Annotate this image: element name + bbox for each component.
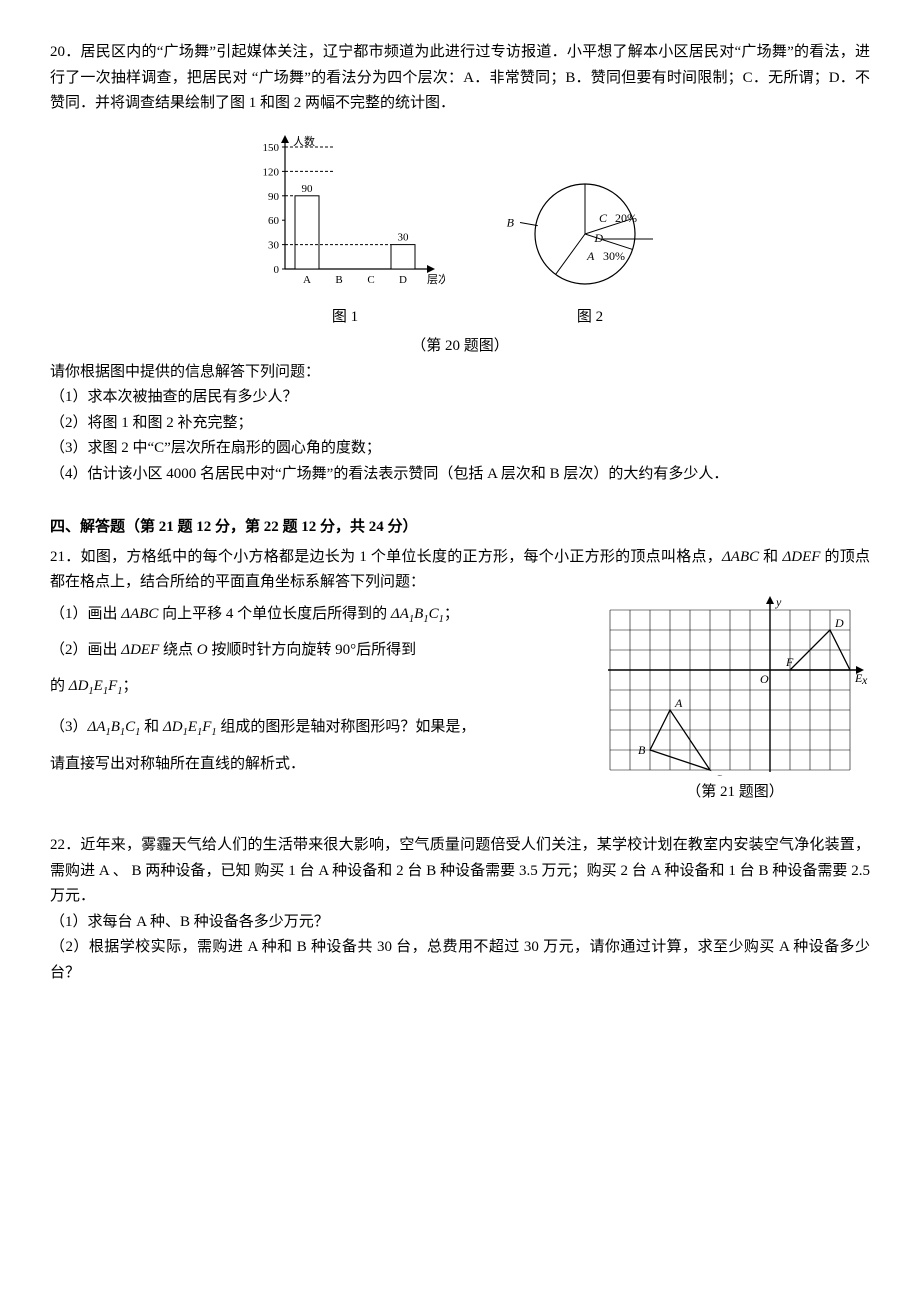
q20-text: 20．居民区内的“广场舞”引起媒体关注，辽宁都市频道为此进行过专访报道．小平想了…: [50, 40, 870, 117]
q20-sub1: （1）求本次被抽查的居民有多少人？: [50, 385, 870, 411]
q20-sub2: （2）将图 1 和图 2 补充完整；: [50, 411, 870, 437]
svg-text:90: 90: [268, 190, 280, 202]
q21-sub3: （3）ΔA1B1C1 和 ΔD1E1F1 组成的图形是轴对称图形吗？如果是，: [50, 715, 580, 742]
svg-text:人数: 人数: [293, 135, 315, 148]
tri-abc-2: ΔABC: [121, 606, 158, 622]
q22-number: 22．: [50, 837, 80, 853]
q21-sub3-line2: 请直接写出对称轴所在直线的解析式．: [50, 752, 580, 778]
svg-text:30: 30: [398, 231, 410, 243]
q20-prompt: 请你根据图中提供的信息解答下列问题：: [50, 360, 870, 386]
svg-text:90: 90: [302, 182, 314, 194]
q20-fig2-block: B C 20% DA 30% 图 2: [505, 169, 675, 331]
svg-text:20%: 20%: [615, 211, 637, 225]
svg-text:C: C: [367, 274, 374, 286]
q20-fig1-block: 人数层次 0 30 60 90 120 150 90 A B C 30 D 图 1: [245, 129, 445, 331]
pie-chart: B C 20% DA 30%: [505, 169, 675, 299]
svg-text:C: C: [599, 211, 608, 225]
svg-text:0: 0: [274, 264, 280, 276]
svg-text:A: A: [586, 249, 595, 263]
tri-abc: ΔABC: [722, 549, 759, 565]
q20-number: 20．: [50, 44, 81, 60]
svg-text:30: 30: [268, 239, 280, 251]
q21-sub2-c: 按顺时针方向旋转 90°后所得到: [208, 642, 417, 658]
svg-text:层次: 层次: [427, 272, 445, 286]
svg-text:60: 60: [268, 215, 280, 227]
q21-intro-a: 如图，方格纸中的每个小方格都是边长为 1 个单位长度的正方形，每个小正方形的顶点…: [81, 549, 722, 565]
q22-text: 22．近年来，雾霾天气给人们的生活带来很大影响，空气质量问题倍受人们关注，某学校…: [50, 833, 870, 910]
svg-text:B: B: [638, 743, 646, 757]
q20-fig1-caption: 图 1: [332, 305, 358, 331]
q21-sub1-b: 向上平移 4 个单位长度后所得到的: [158, 606, 391, 622]
svg-text:B: B: [507, 215, 515, 229]
tri-a1b1c1: ΔA1B1C1: [391, 606, 444, 622]
q21-sub2-a: （2）画出: [50, 642, 121, 658]
q21-sub1-c: ；: [444, 606, 459, 622]
tri-d1e1f1-2: ΔD1E1F1: [163, 719, 217, 735]
q22-sub1: （1）求每台 A 种、B 种设备各多少万元？: [50, 910, 870, 936]
svg-text:O: O: [760, 672, 769, 686]
q20-body: 居民区内的“广场舞”引起媒体关注，辽宁都市频道为此进行过专访报道．小平想了解本小…: [50, 44, 870, 111]
tri-a1b1c1-2: ΔA1B1C1: [88, 719, 141, 735]
q21-sub2-b: 绕点: [159, 642, 197, 658]
q20-fig2-caption: 图 2: [577, 305, 603, 331]
svg-text:y: y: [775, 596, 782, 609]
q21-number: 21．: [50, 549, 81, 565]
q21-sub1: （1）画出 ΔABC 向上平移 4 个单位长度后所得到的 ΔA1B1C1；: [50, 602, 580, 629]
svg-text:A: A: [303, 274, 311, 286]
q22-sub2: （2）根据学校实际，需购进 A 种和 B 种设备共 30 台，总费用不超过 30…: [50, 935, 870, 986]
problem-20: 20．居民区内的“广场舞”引起媒体关注，辽宁都市频道为此进行过专访报道．小平想了…: [50, 40, 870, 487]
svg-text:A: A: [674, 696, 683, 710]
q21-sub2-line2: 的 ΔD1E1F1；: [50, 674, 580, 701]
section4-header: 四、解答题（第 21 题 12 分，第 22 题 12 分，共 24 分）: [50, 515, 870, 541]
svg-text:150: 150: [263, 142, 280, 154]
svg-text:D: D: [399, 274, 407, 286]
q22-body: 近年来，雾霾天气给人们的生活带来很大影响，空气质量问题倍受人们关注，某学校计划在…: [50, 837, 870, 904]
q21-body-row: （1）画出 ΔABC 向上平移 4 个单位长度后所得到的 ΔA1B1C1； （2…: [50, 596, 870, 806]
q20-sub3: （3）求图 2 中“C”层次所在扇形的圆心角的度数；: [50, 436, 870, 462]
bar-chart: 人数层次 0 30 60 90 120 150 90 A B C 30 D: [245, 129, 445, 299]
q20-figures: 人数层次030609012015090ABC30D 图 1 BC20%DA30%…: [50, 129, 870, 331]
svg-text:B: B: [335, 274, 342, 286]
svg-text:30%: 30%: [603, 249, 625, 263]
tri-def-2: ΔDEF: [121, 642, 159, 658]
q21-sub1-a: （1）画出: [50, 606, 121, 622]
q21-intro: 21．如图，方格纸中的每个小方格都是边长为 1 个单位长度的正方形，每个小正方形…: [50, 545, 870, 596]
q21-caption: （第 21 题图）: [686, 780, 784, 806]
problem-21: 21．如图，方格纸中的每个小方格都是边长为 1 个单位长度的正方形，每个小正方形…: [50, 545, 870, 806]
q21-sub3-a: （3）: [50, 719, 88, 735]
svg-text:D: D: [834, 616, 844, 630]
svg-text:F: F: [785, 655, 794, 669]
q21-sub3-mid: 和: [140, 719, 163, 735]
svg-text:C: C: [714, 772, 723, 776]
q21-sub2: （2）画出 ΔDEF 绕点 O 按顺时针方向旋转 90°后所得到: [50, 638, 580, 664]
problem-22: 22．近年来，雾霾天气给人们的生活带来很大影响，空气质量问题倍受人们关注，某学校…: [50, 833, 870, 986]
svg-text:D: D: [593, 231, 603, 245]
q21-sub3-b: 组成的图形是轴对称图形吗？如果是，: [217, 719, 476, 735]
point-o: O: [197, 642, 208, 658]
q21-sub2-d: 的: [50, 678, 69, 694]
svg-text:120: 120: [263, 166, 280, 178]
q21-text-col: （1）画出 ΔABC 向上平移 4 个单位长度后所得到的 ΔA1B1C1； （2…: [50, 596, 580, 778]
q20-sub4: （4）估计该小区 4000 名居民中对“广场舞”的看法表示赞同（包括 A 层次和…: [50, 462, 870, 488]
q20-overall-caption: （第 20 题图）: [50, 334, 870, 360]
tri-def: ΔDEF: [782, 549, 820, 565]
svg-text:E: E: [854, 671, 863, 685]
q21-sub2-e: ；: [123, 678, 138, 694]
coordinate-grid: yxOABCDEF: [600, 596, 870, 776]
q21-grid-col: yxOABCDEF （第 21 题图）: [600, 596, 870, 806]
tri-d1e1f1: ΔD1E1F1: [69, 678, 123, 694]
